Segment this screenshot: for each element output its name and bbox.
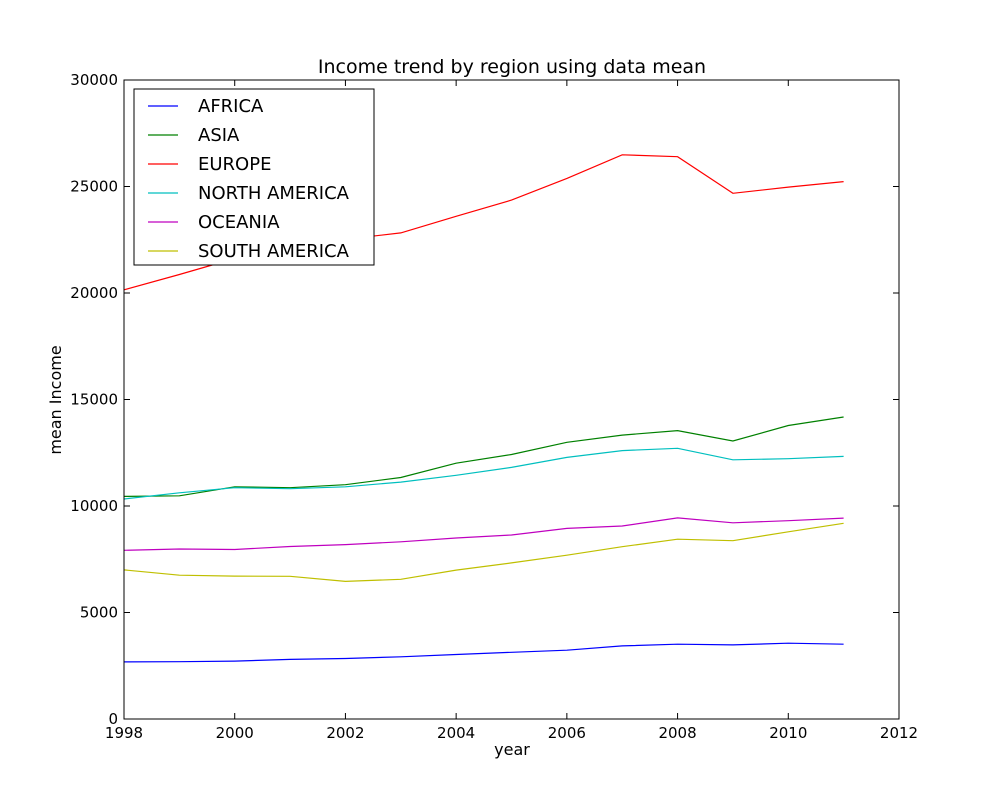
legend-label: AFRICA	[198, 96, 264, 117]
x-axis-label: year	[494, 740, 530, 759]
series-line-asia	[123, 416, 844, 497]
series-line-africa	[123, 642, 844, 663]
y-axis-label: mean Income	[46, 345, 65, 454]
series-line-south-america	[123, 522, 844, 583]
y-tick-label: 30000	[70, 71, 118, 89]
series-line-north-america	[123, 447, 844, 500]
x-tick-label: 2004	[437, 724, 475, 742]
x-tick-label: 1998	[105, 724, 143, 742]
legend-label: SOUTH AMERICA	[198, 241, 350, 262]
y-tick-label: 5000	[80, 604, 118, 622]
x-axis: 1998 2000 2002 2004 2006 2008 2010 2012	[105, 80, 918, 742]
x-tick-label: 2000	[216, 724, 254, 742]
y-tick-label: 0	[108, 710, 118, 728]
legend-label: OCEANIA	[198, 212, 280, 233]
y-tick-label: 20000	[70, 284, 118, 302]
legend-box	[133, 88, 375, 266]
x-tick-label: 2006	[548, 724, 586, 742]
y-tick-label: 10000	[70, 497, 118, 515]
y-axis: 0 5000 10000 15000 20000 25000 30000	[70, 71, 899, 728]
legend-label: NORTH AMERICA	[198, 183, 350, 204]
x-tick-label: 2008	[658, 724, 696, 742]
chart-title: Income trend by region using data mean	[318, 56, 706, 78]
x-tick-label: 2002	[326, 724, 364, 742]
x-tick-label: 2012	[880, 724, 918, 742]
y-tick-label: 15000	[70, 391, 118, 409]
legend-label: EUROPE	[198, 154, 271, 175]
y-tick-label: 25000	[70, 178, 118, 196]
legend: AFRICA ASIA EUROPE NORTH AMERICA OCEANIA SOUT…	[133, 88, 375, 266]
legend-label: ASIA	[198, 125, 240, 146]
x-tick-label: 2010	[769, 724, 807, 742]
series-line-oceania	[123, 517, 844, 551]
